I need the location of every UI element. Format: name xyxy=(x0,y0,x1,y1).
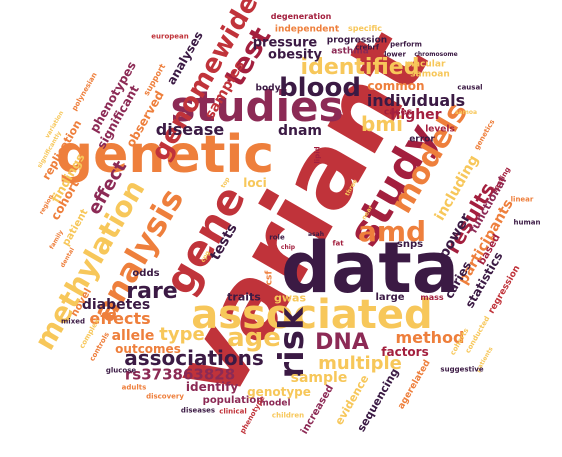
word-blood: blood xyxy=(279,73,361,103)
word-higher: higher xyxy=(390,107,442,123)
word-method: method xyxy=(395,328,465,347)
word-odds: odds xyxy=(132,268,160,279)
word-dnam: dnam xyxy=(277,123,323,139)
word-type: type xyxy=(159,324,205,345)
word-perform: perform xyxy=(390,40,422,49)
word-population: population xyxy=(202,395,264,406)
word-adults: adults xyxy=(121,383,147,392)
word-body: body xyxy=(255,83,281,94)
word-agerelated: agerelated xyxy=(396,358,433,412)
word-amd: amd xyxy=(357,215,427,248)
word-multiple: multiple xyxy=(318,353,402,374)
word-dna: DNA xyxy=(315,330,369,355)
word-causal: causal xyxy=(457,83,483,92)
word-fat: fat xyxy=(332,239,344,248)
word-asthma: asthma xyxy=(331,46,369,57)
word-children: children xyxy=(271,411,305,420)
word-rare: rare xyxy=(126,279,178,304)
word-pressure: pressure xyxy=(252,35,318,51)
word-sample: sample xyxy=(290,370,348,386)
word-mixed: mixed xyxy=(61,317,85,326)
word-large: large xyxy=(375,292,405,303)
word-diseases: diseases xyxy=(180,406,216,415)
word-associations: associations xyxy=(124,346,264,370)
word-loci: loci xyxy=(243,176,267,190)
word-samoa: samoa xyxy=(454,109,478,116)
word-degeneration: degeneration xyxy=(270,12,332,21)
word-allele: allele xyxy=(111,328,155,344)
word-error: error xyxy=(409,134,435,145)
word-rs373863828: rs373863828 xyxy=(124,365,236,384)
word-levels: levels xyxy=(425,124,455,135)
word-data: data xyxy=(280,227,460,309)
word-clinical: clinical xyxy=(219,407,247,416)
word-factors: factors xyxy=(381,345,429,359)
word-individuals: individuals xyxy=(366,91,466,110)
word-linear: linear xyxy=(510,195,534,204)
word-lipid: lipid xyxy=(313,146,322,164)
word-model: model xyxy=(259,398,291,409)
word-age: age xyxy=(227,323,281,353)
word-chip: chip xyxy=(280,244,296,251)
word-identify: identify xyxy=(185,380,239,394)
word-role: role xyxy=(269,233,285,242)
word-samoan: samoan xyxy=(410,69,450,80)
word-studies: studies xyxy=(170,82,344,131)
word-human: human xyxy=(513,218,541,227)
word-specific: specific xyxy=(347,24,383,33)
word-genetics: genetics xyxy=(472,118,497,152)
word-bmi: bmi xyxy=(360,112,404,136)
word-effects: effects xyxy=(89,309,151,328)
word-chromosome: chromosome xyxy=(414,51,458,58)
word-discovery: discovery xyxy=(146,392,184,401)
word-lower: lower xyxy=(384,50,406,59)
word-snps: snps xyxy=(396,239,424,250)
word-common: common xyxy=(367,79,425,93)
word-associated: associated xyxy=(191,292,433,338)
word-crebrf: crebrf xyxy=(355,43,379,52)
word-mass: mass xyxy=(420,293,444,302)
word-suggestive: suggestive xyxy=(440,365,484,374)
word-macular: macular xyxy=(404,59,446,70)
word-genotype: genotype xyxy=(247,385,311,399)
word-obesity: obesity xyxy=(268,47,322,63)
word-gwas: gwas xyxy=(273,291,307,305)
word-diabetes: diabetes xyxy=(81,297,151,313)
word-traits: traits xyxy=(227,290,261,304)
word-csf: csf xyxy=(264,270,275,286)
word-glucose: glucose xyxy=(105,366,137,375)
word-asah: asah xyxy=(308,231,324,238)
word-outcomes: outcomes xyxy=(115,342,181,356)
word-progression: progression xyxy=(326,35,388,46)
word-polynesian: polynesian xyxy=(70,71,99,113)
word-disease: disease xyxy=(155,120,225,139)
word-identified: identified xyxy=(300,55,420,80)
word-cases: cases xyxy=(383,107,413,118)
word-independent: independent xyxy=(274,24,340,35)
word-genetic: genetic xyxy=(55,125,275,185)
word-european: european xyxy=(151,32,189,41)
